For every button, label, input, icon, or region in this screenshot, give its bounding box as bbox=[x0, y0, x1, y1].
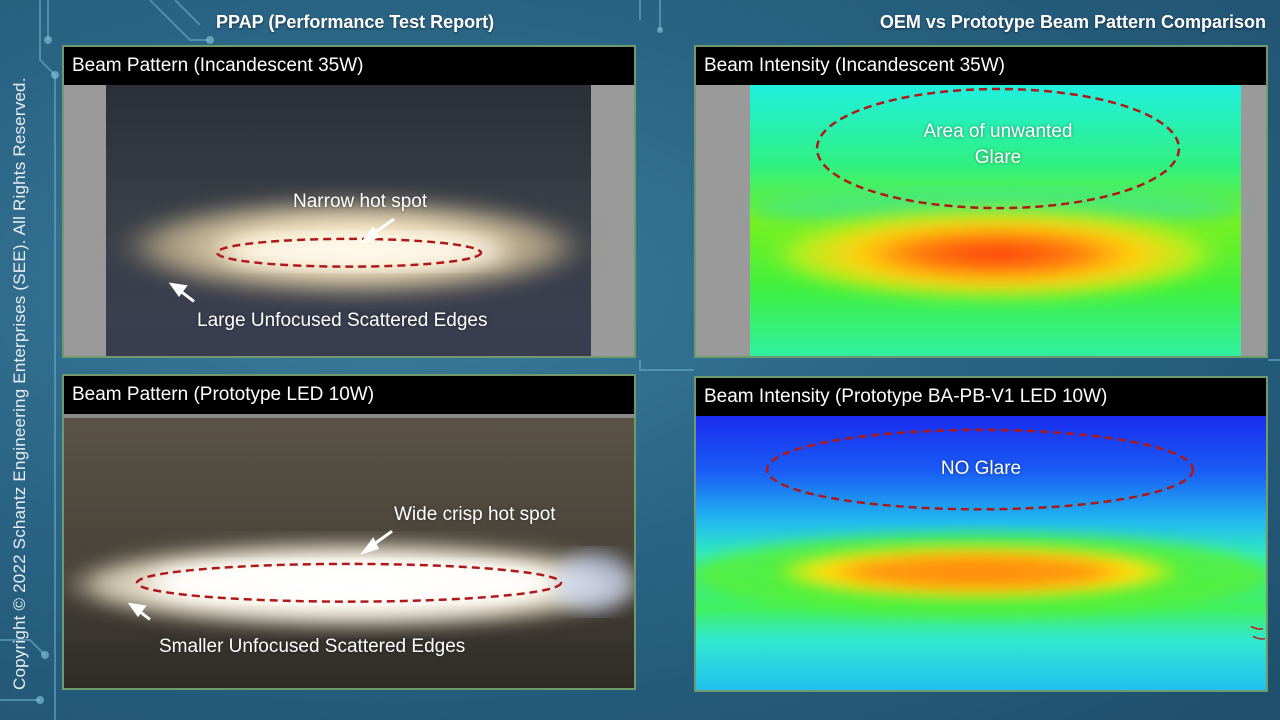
copyright-notice: Copyright © 2022 Schantz Engineering Ent… bbox=[10, 77, 29, 690]
hotspot-label: Narrow hot spot bbox=[293, 191, 428, 212]
prototype-beam-intensity-panel: Beam Intensity (Prototype BA-PB-V1 LED 1… bbox=[694, 376, 1268, 692]
glare-ellipse-annotation bbox=[815, 87, 1181, 210]
panel-title: Beam Pattern (Prototype LED 10W) bbox=[64, 376, 634, 418]
comparison-title: OEM vs Prototype Beam Pattern Comparison bbox=[879, 12, 1266, 32]
oem-beam-pattern-panel: Beam Pattern (Incandescent 35W) bbox=[62, 45, 636, 358]
report-title: PPAP (Performance Test Report) bbox=[216, 12, 495, 32]
edges-label: Large Unfocused Scattered Edges bbox=[197, 310, 488, 331]
hotspot-label: Wide crisp hot spot bbox=[394, 504, 556, 525]
glare-ellipse-annotation bbox=[765, 428, 1266, 640]
edges-label: Smaller Unfocused Scattered Edges bbox=[159, 636, 466, 657]
arrow-icon bbox=[360, 217, 395, 244]
hotspot-ellipse-annotation bbox=[168, 217, 483, 303]
oem-beam-intensity-panel: Beam Intensity (Incandescent 35W) bbox=[694, 45, 1268, 358]
prototype-beam-pattern-photo: Wide crisp hot spot Smaller Unfocused Sc… bbox=[64, 418, 634, 688]
arrow-icon bbox=[127, 602, 151, 621]
panel-title: Beam Intensity (Incandescent 35W) bbox=[696, 47, 1266, 85]
glare-label: NO Glare bbox=[940, 458, 1022, 479]
glare-label: Area of unwanted Glare bbox=[923, 121, 1073, 168]
oem-intensity-heatmap: Area of unwanted Glare bbox=[696, 85, 1266, 356]
prototype-intensity-heatmap: NO Glare bbox=[696, 416, 1266, 690]
prototype-beam-pattern-panel: Beam Pattern (Prototype LED 10W) bbox=[62, 374, 636, 690]
hotspot-ellipse-annotation bbox=[127, 529, 563, 621]
oem-beam-pattern-photo: Narrow hot spot Large Unfocused Scattere… bbox=[64, 85, 634, 356]
arrow-icon bbox=[168, 282, 195, 303]
arrow-icon bbox=[360, 529, 393, 555]
panel-title: Beam Intensity (Prototype BA-PB-V1 LED 1… bbox=[696, 378, 1266, 416]
panel-title: Beam Pattern (Incandescent 35W) bbox=[64, 47, 634, 85]
